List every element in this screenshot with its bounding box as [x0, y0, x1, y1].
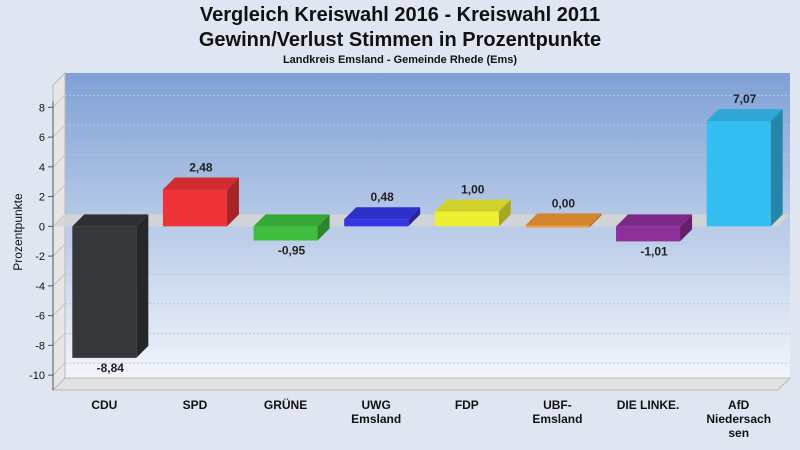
- bar-front: [434, 211, 499, 227]
- gridline-side: [52, 154, 66, 168]
- gridline-side: [52, 243, 66, 257]
- value-label: 0,48: [371, 190, 395, 204]
- left-wall: [52, 71, 66, 392]
- category-label: UWG Emsland: [351, 398, 402, 426]
- category-label: FDP: [454, 398, 479, 412]
- bar-front: [616, 226, 681, 242]
- gridline-side: [52, 94, 66, 108]
- bar-top: [162, 177, 239, 190]
- value-label: 1,00: [461, 182, 485, 196]
- y-tick-label: -2: [35, 251, 45, 263]
- bar-top: [706, 109, 783, 122]
- bar-side: [770, 109, 783, 227]
- y-tick-label: 6: [39, 132, 45, 144]
- zero-plane: [53, 214, 790, 227]
- bar-spd: [162, 177, 239, 227]
- bar-ubf: [525, 213, 602, 228]
- category-label: GRÜNE: [263, 398, 308, 412]
- y-tick-label: 2: [39, 192, 45, 204]
- category-label: AfD Niedersach sen: [706, 398, 772, 440]
- y-tick-label: -8: [35, 340, 45, 352]
- bar-front: [525, 225, 590, 228]
- bar-front: [706, 121, 771, 227]
- gridline-side: [52, 362, 66, 376]
- y-tick-label: 4: [39, 162, 45, 174]
- bar-side: [408, 207, 421, 227]
- bar-afd: [706, 109, 783, 227]
- value-label: -0,95: [278, 243, 306, 257]
- gridline-side: [52, 184, 66, 197]
- gridline-side: [52, 303, 66, 316]
- bar-top: [525, 213, 602, 226]
- bar-top: [253, 214, 330, 227]
- bar-top: [616, 214, 693, 227]
- value-label: 7,07: [733, 92, 757, 106]
- bar-side: [226, 177, 239, 227]
- gridline-side: [52, 273, 66, 287]
- gridline-side: [52, 333, 66, 346]
- bar-front: [253, 226, 318, 241]
- value-label: 2,48: [189, 160, 213, 174]
- bar-side: [589, 213, 602, 228]
- bar-front: [162, 189, 227, 227]
- chart-subtitle: Gewinn/Verlust Stimmen in Prozentpunkte: [198, 29, 602, 51]
- chart-region-label: Landkreis Emsland - Gemeinde Rhede (Ems): [282, 54, 518, 66]
- value-label: -1,01: [640, 244, 668, 258]
- bar-side: [317, 214, 330, 241]
- bar-cdu: [72, 214, 149, 358]
- bar-die-linke: [616, 214, 693, 242]
- bar-gr-ne: [253, 214, 330, 241]
- category-label: CDU: [91, 398, 118, 412]
- category-label: UBF- Emsland: [532, 398, 583, 426]
- y-tick-label: 8: [39, 102, 45, 114]
- bar-side: [136, 214, 149, 358]
- y-tick-label: -4: [35, 281, 45, 293]
- bar-fdp: [434, 199, 511, 227]
- category-label: SPD: [182, 398, 208, 412]
- bar-top: [344, 207, 421, 220]
- bar-side: [680, 214, 693, 242]
- chart-title: Vergleich Kreiswahl 2016 - Kreiswahl 201…: [199, 4, 601, 26]
- bar-top: [434, 199, 511, 212]
- y-tick-label: -6: [35, 311, 45, 323]
- value-label: -8,84: [97, 361, 125, 375]
- bar-side: [498, 199, 511, 227]
- y-tick-label: 0: [39, 221, 45, 233]
- bar-uwg: [344, 207, 421, 227]
- value-label: 0,00: [552, 196, 576, 210]
- floor: [51, 377, 792, 391]
- bar-front: [344, 219, 409, 227]
- gridline-side: [52, 124, 66, 138]
- bar-top: [72, 214, 149, 227]
- bar-front: [72, 226, 137, 358]
- category-label: DIE LINKE.: [616, 398, 680, 412]
- y-tick-label: -10: [29, 370, 45, 382]
